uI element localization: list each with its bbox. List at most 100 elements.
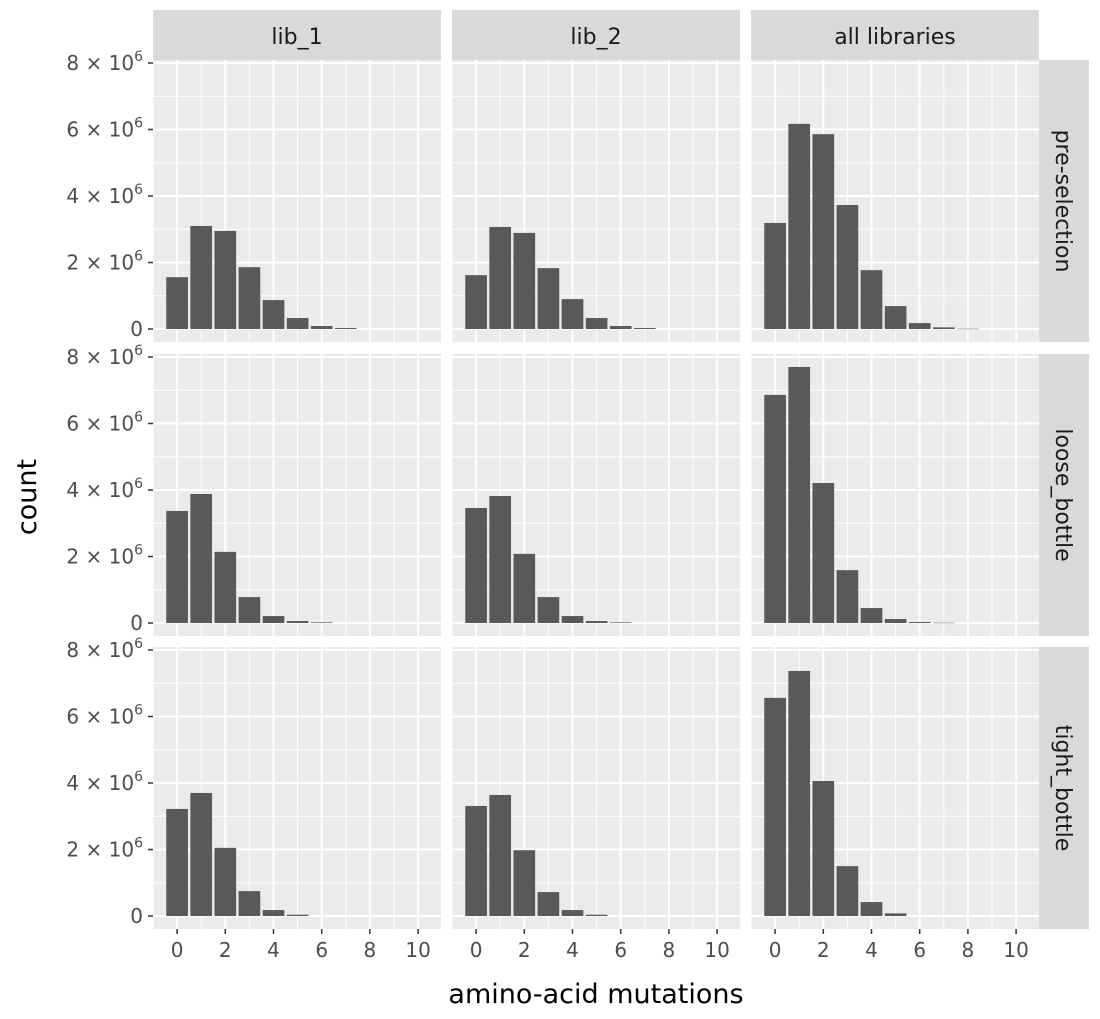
bar — [884, 913, 907, 917]
y-axis-title: count — [12, 459, 43, 535]
bar — [489, 226, 512, 330]
x-tick-label: 0 — [171, 938, 184, 962]
x-tick-label: 2 — [817, 938, 830, 962]
y-tick-label: 8 × 106 — [66, 636, 143, 662]
bar — [489, 495, 512, 624]
column-strip — [751, 10, 1039, 60]
bar — [166, 808, 188, 917]
bar — [812, 134, 835, 330]
y-tick-label: 4 × 106 — [66, 476, 143, 502]
bar — [286, 318, 309, 330]
bar — [513, 232, 536, 330]
bar — [788, 123, 811, 330]
bar — [860, 270, 883, 330]
bar — [908, 323, 931, 330]
bar — [609, 622, 632, 624]
bar — [788, 670, 811, 917]
x-tick-label: 6 — [614, 938, 627, 962]
y-tick-label: 4 × 106 — [66, 769, 143, 795]
bar — [908, 622, 931, 624]
x-tick-label: 6 — [913, 938, 926, 962]
y-tick-label: 4 × 106 — [66, 182, 143, 208]
bar — [812, 781, 835, 917]
x-tick-label: 0 — [470, 938, 483, 962]
bar — [764, 222, 786, 330]
row-strip-label: tight_bottle — [1050, 725, 1075, 852]
bar — [166, 277, 188, 330]
bar — [537, 892, 560, 917]
row-strip — [1039, 354, 1089, 636]
bar — [884, 619, 907, 624]
bar — [957, 328, 979, 330]
row-strip — [1039, 647, 1089, 929]
bar — [238, 891, 261, 917]
y-tick-label: 8 × 106 — [66, 343, 143, 369]
x-tick-label: 4 — [566, 938, 579, 962]
bar — [214, 230, 237, 330]
bar — [633, 328, 656, 330]
y-tick-label: 2 × 106 — [66, 249, 143, 275]
x-tick-label: 10 — [704, 938, 729, 962]
bar — [884, 306, 907, 330]
bar — [214, 551, 237, 624]
bar — [190, 494, 213, 624]
bar — [286, 621, 309, 624]
bar — [262, 300, 285, 330]
column-strip — [153, 10, 441, 60]
x-tick-label: 4 — [865, 938, 878, 962]
column-strip — [452, 10, 740, 60]
bar — [764, 697, 786, 917]
bar — [764, 394, 786, 624]
bar — [262, 910, 285, 917]
bar — [310, 622, 333, 624]
bar — [932, 622, 955, 624]
bar — [860, 902, 883, 917]
x-tick-label: 0 — [769, 938, 782, 962]
bar — [310, 326, 333, 330]
bar — [561, 299, 584, 330]
x-tick-label: 8 — [962, 938, 975, 962]
bar — [262, 616, 285, 624]
bar — [561, 616, 584, 624]
bar — [465, 507, 487, 624]
bar — [537, 268, 560, 330]
bar — [836, 570, 859, 624]
column-strip-label: lib_1 — [271, 25, 322, 50]
x-axis-title: amino-acid mutations — [448, 979, 743, 1010]
column-strip-label: lib_2 — [570, 25, 621, 50]
bar — [561, 910, 584, 917]
bar — [788, 366, 811, 624]
x-tick-label: 10 — [1003, 938, 1028, 962]
y-tick-label: 2 × 106 — [66, 836, 143, 862]
x-tick-label: 8 — [364, 938, 377, 962]
x-tick-label: 8 — [663, 938, 676, 962]
bar — [286, 914, 309, 917]
y-tick-label: 8 × 106 — [66, 49, 143, 75]
bar — [166, 510, 188, 624]
bar — [238, 597, 261, 624]
x-tick-label: 6 — [315, 938, 328, 962]
bar — [609, 326, 632, 330]
y-tick-label: 6 × 106 — [66, 116, 143, 142]
y-tick-label: 0 — [130, 904, 143, 928]
bar — [238, 267, 261, 330]
bar — [513, 850, 536, 917]
bar — [537, 597, 560, 624]
bar — [860, 608, 883, 624]
bar — [214, 847, 237, 917]
bar — [334, 328, 357, 330]
bar — [465, 805, 487, 917]
x-tick-label: 4 — [267, 938, 280, 962]
bar — [190, 225, 213, 330]
bar — [812, 483, 835, 624]
bar — [836, 866, 859, 917]
x-tick-label: 2 — [518, 938, 531, 962]
bar — [513, 553, 536, 624]
y-tick-label: 2 × 106 — [66, 543, 143, 569]
bar — [190, 792, 213, 917]
row-strip — [1039, 60, 1089, 342]
bar — [836, 204, 859, 330]
x-tick-label: 2 — [219, 938, 232, 962]
bar — [585, 914, 608, 917]
